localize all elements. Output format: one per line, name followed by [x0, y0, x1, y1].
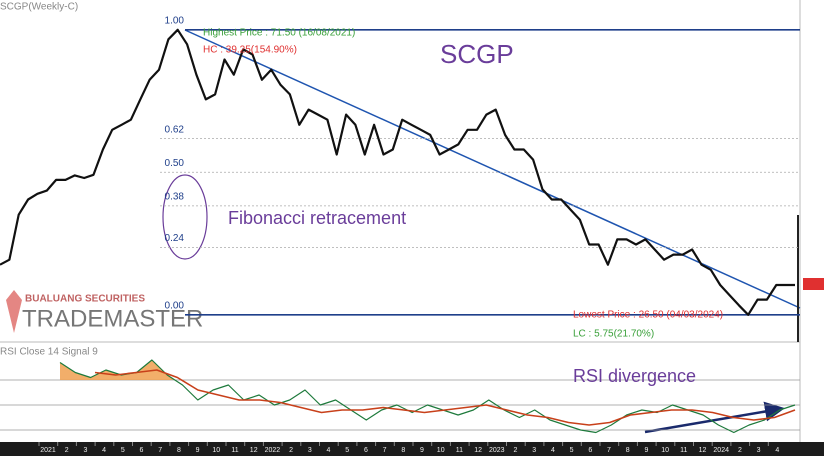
- x-tick-label: 2: [738, 447, 742, 454]
- x-tick-label: 11: [680, 447, 687, 454]
- rsi-line: [94, 369, 796, 426]
- x-tick-label: 2: [289, 447, 293, 454]
- x-tick-label: 10: [661, 447, 669, 454]
- x-tick-label: 5: [121, 447, 125, 454]
- x-tick-label: 3: [308, 447, 312, 454]
- x-tick-label: 12: [250, 447, 258, 454]
- annotation: LC : 5.75(21.70%): [573, 329, 654, 340]
- x-tick-label: 2024: [713, 447, 729, 454]
- watermark-product: TRADEMASTER: [22, 305, 203, 332]
- x-tick-label: 11: [456, 447, 463, 454]
- x-tick-label: 4: [102, 447, 106, 454]
- x-tick-label: 7: [158, 447, 162, 454]
- overbought-area: [60, 360, 795, 380]
- price-marker: [803, 278, 824, 290]
- x-tick-label: 8: [401, 447, 405, 454]
- chart-title: SCGP(Weekly-C): [0, 2, 78, 13]
- annotation: SCGP: [440, 39, 514, 69]
- annotation: HC : 39.25(154.90%): [203, 45, 297, 56]
- fib-level-label: 0.00: [165, 300, 185, 311]
- x-tick-label: 5: [345, 447, 349, 454]
- rsi-line: [59, 359, 796, 434]
- x-tick-label: 9: [420, 447, 424, 454]
- x-tick-label: 8: [177, 447, 181, 454]
- x-tick-label: 9: [196, 447, 200, 454]
- x-tick-label: 6: [588, 447, 592, 454]
- x-tick-label: 6: [140, 447, 144, 454]
- annotation: Highest Price : 71.50 (16/08/2021): [203, 28, 355, 39]
- x-tick-label: 7: [607, 447, 611, 454]
- x-tick-label: 8: [626, 447, 630, 454]
- x-tick-label: 4: [327, 447, 331, 454]
- trend-line: [184, 29, 801, 309]
- x-tick-label: 5: [570, 447, 574, 454]
- x-tick-label: 7: [383, 447, 387, 454]
- x-tick-label: 2021: [40, 447, 56, 454]
- fib-level-label: 0.38: [165, 192, 185, 203]
- x-tick-label: 2: [514, 447, 518, 454]
- x-tick-label: 2022: [265, 447, 281, 454]
- fib-level-label: 0.62: [165, 124, 185, 135]
- logo: BUALUANG SECURITIES TRADEMASTER: [6, 290, 203, 333]
- x-tick-label: 12: [699, 447, 707, 454]
- fib-level-label: 0.50: [165, 158, 185, 169]
- x-tick-label: 3: [757, 447, 761, 454]
- x-axis-band: [0, 442, 824, 456]
- x-tick-label: 3: [532, 447, 536, 454]
- x-tick-label: 6: [364, 447, 368, 454]
- rsi-title: RSI Close 14 Signal 9: [0, 347, 98, 358]
- fib-level-label: 0.24: [165, 233, 185, 244]
- x-tick-label: 2023: [489, 447, 505, 454]
- x-tick-label: 2: [65, 447, 69, 454]
- x-tick-label: 9: [644, 447, 648, 454]
- x-tick-label: 12: [474, 447, 482, 454]
- watermark-company: BUALUANG SECURITIES: [25, 294, 145, 305]
- data-line: [0, 28, 795, 316]
- highlight-ellipse: [162, 174, 208, 260]
- annotation: RSI divergence: [573, 366, 696, 386]
- x-tick-label: 3: [83, 447, 87, 454]
- x-tick-label: 4: [775, 447, 779, 454]
- x-tick-label: 4: [551, 447, 555, 454]
- logo-shape: [6, 290, 22, 333]
- annotation: Fibonacci retracement: [228, 208, 406, 228]
- x-tick-label: 10: [212, 447, 220, 454]
- fib-level-label: 1.00: [165, 15, 185, 26]
- x-tick-label: 11: [231, 447, 238, 454]
- annotation: Lowest Price : 26.50 (04/03/2024): [573, 310, 723, 321]
- x-tick-label: 10: [437, 447, 445, 454]
